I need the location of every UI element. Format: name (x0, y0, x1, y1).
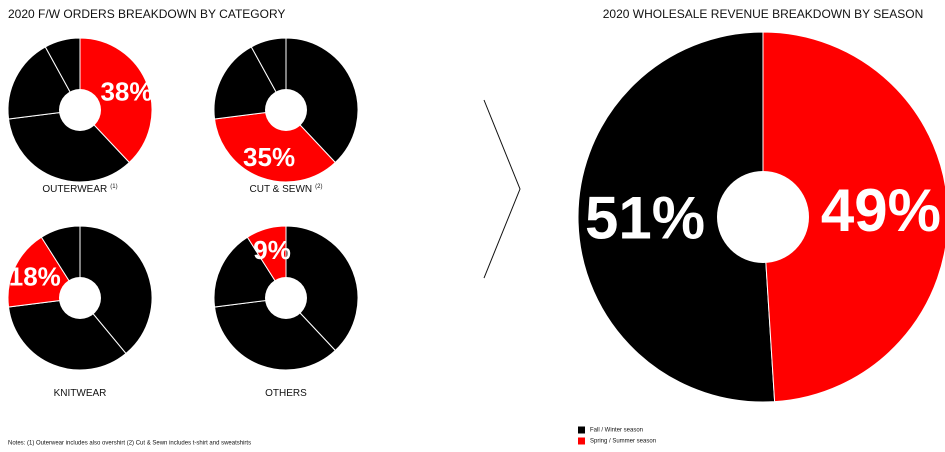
pie-slice (762, 31, 945, 403)
value-label: 9% (253, 235, 291, 265)
legend-label: Spring / Summer season (590, 439, 656, 445)
value-label: 18% (9, 262, 61, 292)
title-note: (2) (315, 184, 322, 190)
donut-hole (265, 89, 307, 131)
chart-title: KNITWEAR (54, 388, 107, 399)
chart-title-text: 2020 WHOLESALE REVENUE BREAKDOWN BY SEAS… (603, 7, 924, 21)
legend-swatch (578, 426, 585, 434)
value-label: 38% (100, 76, 152, 106)
legend-label: Fall / Winter season (590, 428, 643, 434)
value-label: 51% (585, 185, 705, 252)
chart-title-text: CUT & SEWN (250, 184, 313, 195)
pie-slice (214, 109, 336, 183)
pie-slice (285, 225, 359, 352)
pie-slice (577, 31, 776, 403)
title-note: (1) (110, 184, 117, 190)
chart-title: OUTERWEAR (1) (42, 184, 117, 195)
pie-slice (8, 297, 127, 371)
pie-slice (285, 37, 359, 164)
donut-hole (265, 277, 307, 319)
chevron (483, 99, 521, 279)
pie-slice (79, 225, 153, 355)
legend-swatch (578, 437, 585, 445)
donut-hole (59, 89, 101, 131)
pie-slice (214, 297, 336, 371)
value-label: 35% (243, 142, 295, 172)
donut-hole (59, 277, 101, 319)
left-title: 2020 F/W ORDERS BREAKDOWN BY CATEGORY (8, 7, 285, 21)
donut-hole (717, 171, 809, 263)
chart-title-text: KNITWEAR (54, 388, 107, 399)
chart-title: CUT & SEWN (2) (250, 184, 323, 195)
pie-slice (79, 37, 153, 164)
notes: Notes: (1) Outerwear includes also overs… (8, 441, 251, 447)
value-label: 49% (821, 177, 941, 244)
chart-title-text: OUTERWEAR (42, 184, 107, 195)
pie-slice (8, 109, 130, 183)
chart-title: 2020 WHOLESALE REVENUE BREAKDOWN BY SEAS… (603, 7, 924, 21)
chart-title: OTHERS (265, 388, 307, 399)
chart-title-text: OTHERS (265, 388, 307, 399)
